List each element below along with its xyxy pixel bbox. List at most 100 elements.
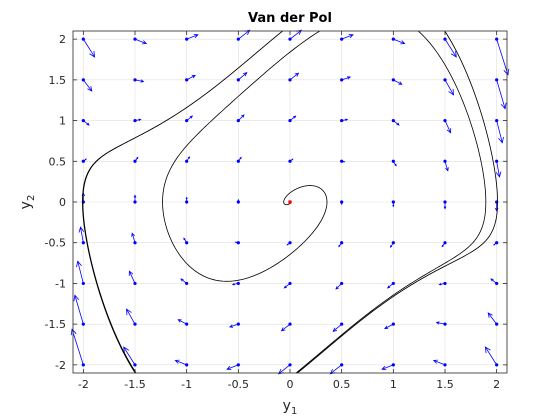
vector-shaft bbox=[180, 278, 187, 284]
vector-head bbox=[193, 33, 199, 39]
vector-shaft bbox=[485, 346, 498, 366]
vector-arrow bbox=[484, 346, 499, 367]
vector-head bbox=[490, 278, 494, 282]
y-tick-label: -1 bbox=[55, 277, 66, 290]
y-tick-label: 2 bbox=[59, 33, 66, 46]
vector-arrow bbox=[78, 226, 85, 245]
vector-shaft bbox=[384, 323, 394, 329]
vector-arrow bbox=[236, 72, 248, 82]
vector-shaft bbox=[393, 120, 400, 126]
vector-arrow bbox=[183, 237, 189, 245]
vector-arrow bbox=[340, 159, 346, 163]
vector-arrow bbox=[174, 359, 189, 367]
vector-shaft bbox=[444, 120, 452, 133]
vector-arrow bbox=[335, 281, 344, 290]
vector-head bbox=[495, 171, 502, 178]
vector-head bbox=[392, 204, 395, 208]
vector-head bbox=[189, 115, 194, 119]
vector-arrow bbox=[133, 156, 139, 163]
vector-arrow bbox=[126, 308, 137, 326]
vector-head bbox=[438, 283, 442, 286]
vector-head bbox=[498, 136, 504, 144]
vector-head bbox=[335, 286, 339, 290]
vector-head bbox=[450, 50, 457, 58]
vector-head bbox=[381, 365, 387, 371]
x-tick-label: 1 bbox=[390, 378, 397, 391]
vector-head bbox=[191, 74, 196, 79]
vector-shaft bbox=[238, 114, 245, 121]
vector-head bbox=[180, 278, 184, 282]
vector-arrow bbox=[443, 159, 449, 172]
vector-arrow bbox=[185, 115, 194, 123]
x-axis-label: y1 bbox=[283, 398, 298, 417]
vector-head bbox=[283, 285, 287, 289]
vector-arrow bbox=[133, 118, 142, 123]
y-tick-label: 1 bbox=[59, 115, 66, 128]
vector-head bbox=[332, 327, 338, 332]
x-tick-label: 0.5 bbox=[333, 378, 351, 391]
vector-shaft bbox=[178, 319, 187, 325]
vector-head bbox=[231, 283, 235, 286]
vector-arrow bbox=[438, 281, 447, 286]
vector-shaft bbox=[77, 261, 84, 284]
vector-arrow bbox=[288, 72, 300, 82]
vector-shaft bbox=[186, 75, 196, 81]
vector-head bbox=[138, 118, 142, 121]
vector-head bbox=[126, 308, 132, 316]
vector-shaft bbox=[238, 72, 248, 81]
vector-arrow bbox=[73, 294, 85, 326]
vector-arrow bbox=[280, 322, 292, 332]
vector-shaft bbox=[335, 283, 342, 290]
vector-head bbox=[294, 72, 300, 77]
vector-arrow bbox=[70, 328, 85, 367]
vector-arrow bbox=[76, 260, 85, 286]
vector-shaft bbox=[232, 283, 239, 285]
y-tick-label: 1.5 bbox=[49, 74, 67, 87]
vector-arrow bbox=[338, 241, 344, 248]
vector-shaft bbox=[175, 360, 187, 366]
vector-shaft bbox=[281, 323, 291, 332]
vector-arrow bbox=[128, 270, 137, 286]
vector-head bbox=[338, 244, 341, 248]
vector-shaft bbox=[387, 283, 394, 289]
vector-head bbox=[131, 232, 135, 237]
vector-head bbox=[183, 237, 186, 241]
vector-shaft bbox=[436, 322, 446, 325]
vector-arrow bbox=[133, 37, 148, 45]
y-tick-label: 0 bbox=[59, 196, 66, 209]
vector-origin-dot bbox=[340, 37, 344, 41]
vector-head bbox=[390, 245, 393, 248]
vector-head bbox=[76, 260, 82, 268]
vector-head bbox=[487, 312, 493, 318]
vector-arrow bbox=[390, 241, 395, 248]
vector-shaft bbox=[134, 79, 144, 82]
vector-arrow bbox=[490, 278, 499, 286]
vector-head bbox=[345, 118, 349, 121]
vector-shaft bbox=[74, 295, 84, 325]
x-tick-label: -1.5 bbox=[124, 378, 145, 391]
vector-arrow bbox=[443, 37, 457, 58]
vector-shaft bbox=[238, 29, 250, 40]
vector-arrow bbox=[340, 76, 351, 82]
vector-arrow bbox=[487, 312, 499, 326]
vector-head bbox=[174, 359, 180, 364]
y-axis-label: y2 bbox=[18, 195, 37, 210]
vector-arrow bbox=[236, 198, 240, 204]
vector-shaft bbox=[332, 323, 342, 332]
vector-head bbox=[291, 158, 294, 161]
vector-arrow bbox=[435, 321, 447, 326]
vector-arrow bbox=[432, 359, 447, 367]
vector-shaft bbox=[341, 34, 354, 40]
vector-head bbox=[89, 50, 96, 58]
vector-shaft bbox=[433, 360, 446, 366]
vector-head bbox=[78, 226, 85, 233]
vector-head bbox=[443, 206, 447, 210]
vector-field bbox=[70, 29, 510, 375]
vector-arrow bbox=[180, 278, 189, 286]
vector-arrow bbox=[381, 363, 395, 371]
vector-shaft bbox=[496, 79, 506, 109]
equilibrium-marker bbox=[288, 200, 292, 204]
vector-head bbox=[185, 196, 188, 200]
vector-arrow bbox=[495, 78, 507, 110]
